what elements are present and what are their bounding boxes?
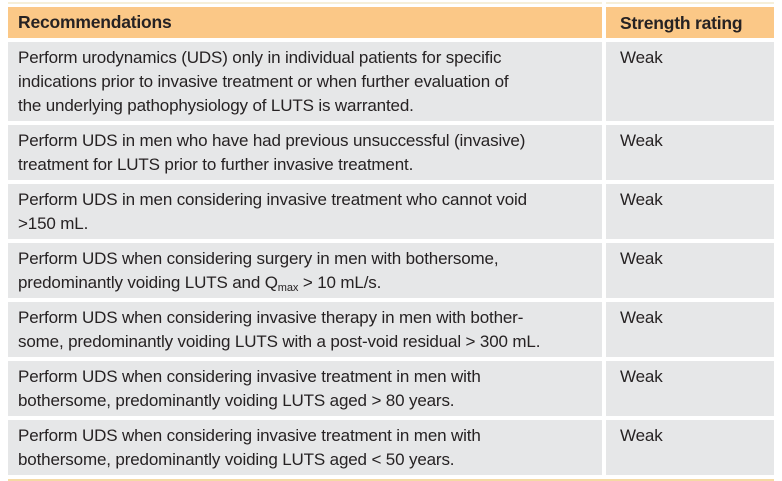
recommendation-cell: Perform urodynamics (UDS) only in indivi… <box>8 42 602 121</box>
table-row: Perform UDS when considering invasive th… <box>8 302 774 357</box>
recommendation-text: Perform UDS when considering invasive th… <box>18 308 541 351</box>
strength-rating-value: Weak <box>606 420 774 475</box>
qmax-subscript: max <box>277 282 299 294</box>
recommendation-text: Perform UDS when considering surgery in … <box>18 249 499 292</box>
strength-rating-value: Weak <box>606 184 774 239</box>
header-cell-strength-rating: Strength rating <box>606 7 774 38</box>
recommendation-text-continued: > 10 mL/s. <box>298 273 382 292</box>
strength-rating-value: Weak <box>606 302 774 357</box>
recommendation-text: Perform UDS in men who have had previous… <box>18 131 526 174</box>
table-bottom-rule <box>8 479 774 481</box>
table-row: Perform UDS in men who have had previous… <box>8 125 774 180</box>
table-row: Perform UDS in men considering invasive … <box>8 184 774 239</box>
table-top-rule <box>8 2 774 4</box>
top-rule-gap <box>602 2 606 4</box>
table-header-row: Recommendations Strength rating <box>8 7 774 38</box>
recommendation-cell: Perform UDS when considering invasive tr… <box>8 420 602 475</box>
recommendation-text: Perform UDS when considering invasive tr… <box>18 426 481 469</box>
recommendation-cell: Perform UDS in men considering invasive … <box>8 184 602 239</box>
header-cell-recommendations: Recommendations <box>8 7 602 38</box>
recommendation-text: Perform UDS when considering invasive tr… <box>18 367 481 410</box>
top-rule-segment-right <box>606 2 774 4</box>
table-row: Perform urodynamics (UDS) only in indivi… <box>8 42 774 121</box>
recommendation-cell: Perform UDS when considering surgery in … <box>8 243 602 298</box>
table-row: Perform UDS when considering invasive tr… <box>8 420 774 475</box>
strength-rating-value: Weak <box>606 361 774 416</box>
recommendations-table: Recommendations Strength rating Perform … <box>8 7 774 481</box>
recommendation-text: Perform UDS in men considering invasive … <box>18 190 527 233</box>
strength-rating-value: Weak <box>606 42 774 121</box>
table-row: Perform UDS when considering surgery in … <box>8 243 774 298</box>
strength-rating-value: Weak <box>606 243 774 298</box>
recommendation-cell: Perform UDS when considering invasive th… <box>8 302 602 357</box>
strength-rating-value: Weak <box>606 125 774 180</box>
recommendation-cell: Perform UDS when considering invasive tr… <box>8 361 602 416</box>
recommendation-cell: Perform UDS in men who have had previous… <box>8 125 602 180</box>
recommendation-text: Perform urodynamics (UDS) only in indivi… <box>18 48 509 115</box>
top-rule-segment-left <box>8 2 602 4</box>
table-row: Perform UDS when considering invasive tr… <box>8 361 774 416</box>
